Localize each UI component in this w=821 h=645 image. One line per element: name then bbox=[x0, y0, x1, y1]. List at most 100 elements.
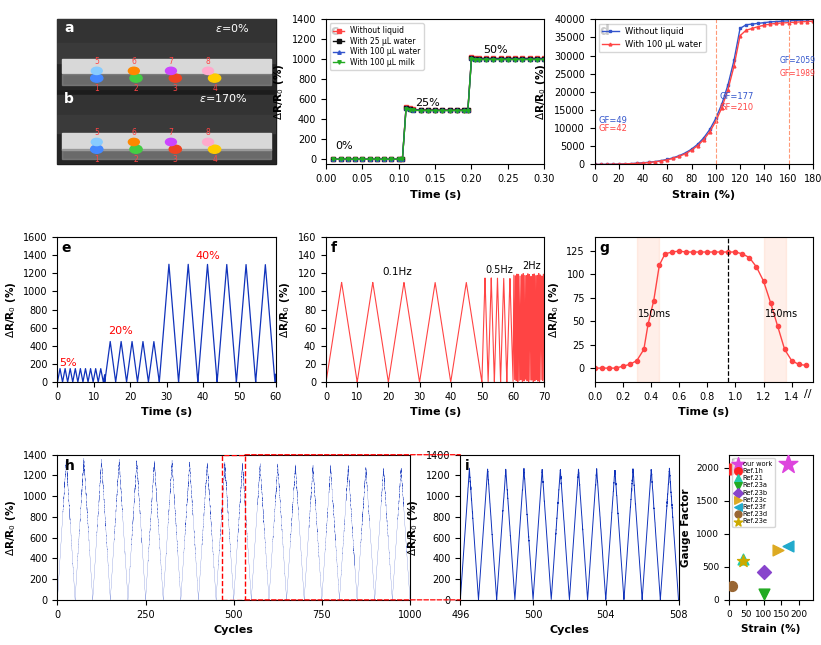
Without liquid bbox=[357, 155, 367, 163]
With 100 μL water bbox=[463, 106, 473, 114]
With 25 μL water bbox=[525, 55, 534, 63]
Without liquid bbox=[445, 106, 455, 114]
Without liquid bbox=[496, 55, 506, 63]
Y-axis label: Gauge Factor: Gauge Factor bbox=[681, 488, 690, 566]
With 100 μL milk bbox=[336, 155, 346, 163]
Without liquid bbox=[693, 141, 703, 148]
Circle shape bbox=[203, 138, 213, 146]
Text: d: d bbox=[599, 24, 609, 37]
Text: 2: 2 bbox=[134, 84, 139, 93]
With 100 μL water bbox=[783, 19, 793, 26]
Without liquid bbox=[772, 17, 782, 25]
Text: GF=49: GF=49 bbox=[599, 115, 627, 124]
Text: 8: 8 bbox=[205, 128, 210, 137]
With 100 μL milk bbox=[510, 55, 520, 63]
With 100 μL water bbox=[790, 19, 800, 26]
Text: 0.1Hz: 0.1Hz bbox=[382, 267, 412, 277]
With 100 μL milk bbox=[532, 55, 542, 63]
Without liquid bbox=[754, 19, 764, 27]
Without liquid bbox=[765, 18, 775, 26]
Bar bbox=[764, 237, 786, 382]
X-axis label: Time (s): Time (s) bbox=[678, 408, 729, 417]
With 100 μL milk bbox=[415, 107, 425, 115]
Without liquid bbox=[711, 115, 721, 123]
With 100 μL water bbox=[452, 106, 462, 114]
With 100 μL water bbox=[488, 55, 498, 63]
With 100 μL water bbox=[693, 142, 703, 150]
Circle shape bbox=[130, 74, 142, 82]
With 100 μL milk bbox=[438, 107, 447, 115]
With 100 μL water bbox=[401, 104, 411, 112]
Bar bbox=[62, 148, 271, 159]
With 25 μL water bbox=[430, 106, 440, 114]
With 100 μL water bbox=[796, 18, 805, 26]
Without liquid bbox=[735, 25, 745, 32]
Y-axis label: $\Delta$R/R$_0$ (%): $\Delta$R/R$_0$ (%) bbox=[406, 499, 420, 555]
Text: 4: 4 bbox=[212, 155, 217, 164]
With 25 μL water bbox=[351, 155, 360, 163]
Y-axis label: $\Delta$R/R$_0$ (%): $\Delta$R/R$_0$ (%) bbox=[278, 281, 292, 338]
With 25 μL water bbox=[510, 55, 520, 63]
Text: 5: 5 bbox=[94, 128, 99, 137]
With 25 μL water bbox=[397, 155, 407, 163]
Without liquid bbox=[614, 160, 624, 168]
With 100 μL water bbox=[365, 155, 374, 163]
Without liquid bbox=[387, 155, 397, 163]
With 100 μL milk bbox=[401, 105, 411, 113]
With 100 μL milk bbox=[496, 55, 506, 63]
With 100 μL milk bbox=[517, 55, 527, 63]
With 100 μL milk bbox=[470, 55, 480, 63]
Without liquid bbox=[632, 159, 642, 167]
Circle shape bbox=[209, 145, 221, 154]
Line: Without liquid: Without liquid bbox=[332, 55, 546, 161]
With 100 μL water bbox=[357, 155, 367, 163]
With 100 μL water bbox=[656, 157, 666, 165]
Text: 8: 8 bbox=[205, 57, 210, 66]
Ref.1h bbox=[723, 464, 736, 475]
With 25 μL water bbox=[532, 55, 542, 63]
With 100 μL water bbox=[343, 155, 353, 163]
With 25 μL water bbox=[415, 106, 425, 114]
Legend: our work, Ref.1h, Ref.21, Ref.23a, Ref.23b, Ref.23c, Ref.23f, Ref.23d, Ref.23e: our work, Ref.1h, Ref.21, Ref.23a, Ref.2… bbox=[732, 458, 775, 527]
Bar bbox=[57, 43, 276, 63]
Bar bbox=[62, 74, 271, 84]
Text: 3: 3 bbox=[173, 84, 177, 93]
With 100 μL water bbox=[686, 146, 696, 154]
With 100 μL milk bbox=[430, 107, 440, 115]
With 100 μL water bbox=[379, 155, 389, 163]
With 100 μL water bbox=[741, 26, 751, 34]
Without liquid bbox=[430, 106, 440, 114]
With 100 μL water bbox=[466, 55, 476, 63]
With 100 μL water bbox=[525, 55, 534, 63]
Text: 1: 1 bbox=[94, 155, 99, 164]
With 100 μL milk bbox=[445, 107, 455, 115]
Without liquid bbox=[602, 161, 612, 168]
Ref.21 bbox=[736, 554, 750, 564]
Without liquid bbox=[379, 155, 389, 163]
Without liquid bbox=[423, 106, 433, 114]
With 100 μL milk bbox=[539, 55, 549, 63]
Text: GF=1989: GF=1989 bbox=[780, 68, 816, 77]
Bar bbox=[57, 95, 276, 164]
Without liquid bbox=[699, 134, 709, 142]
With 100 μL water bbox=[423, 106, 433, 114]
Circle shape bbox=[169, 74, 181, 82]
With 100 μL water bbox=[663, 156, 672, 164]
With 100 μL water bbox=[754, 23, 764, 30]
Text: h: h bbox=[65, 459, 75, 473]
With 100 μL water bbox=[503, 55, 513, 63]
With 25 μL water bbox=[470, 55, 480, 63]
Ref.23a bbox=[757, 589, 770, 599]
Without liquid bbox=[328, 155, 338, 163]
With 25 μL water bbox=[466, 54, 476, 62]
With 100 μL milk bbox=[474, 55, 484, 63]
Y-axis label: $\Delta$R/R$_0$ (%): $\Delta$R/R$_0$ (%) bbox=[3, 499, 17, 555]
Text: GF=210: GF=210 bbox=[719, 103, 754, 112]
With 25 μL water bbox=[459, 106, 469, 114]
With 100 μL water bbox=[397, 155, 407, 163]
Without liquid bbox=[470, 55, 480, 63]
Without liquid bbox=[759, 19, 769, 26]
With 100 μL milk bbox=[397, 155, 407, 163]
Text: 150ms: 150ms bbox=[765, 308, 798, 319]
With 100 μL milk bbox=[357, 155, 367, 163]
